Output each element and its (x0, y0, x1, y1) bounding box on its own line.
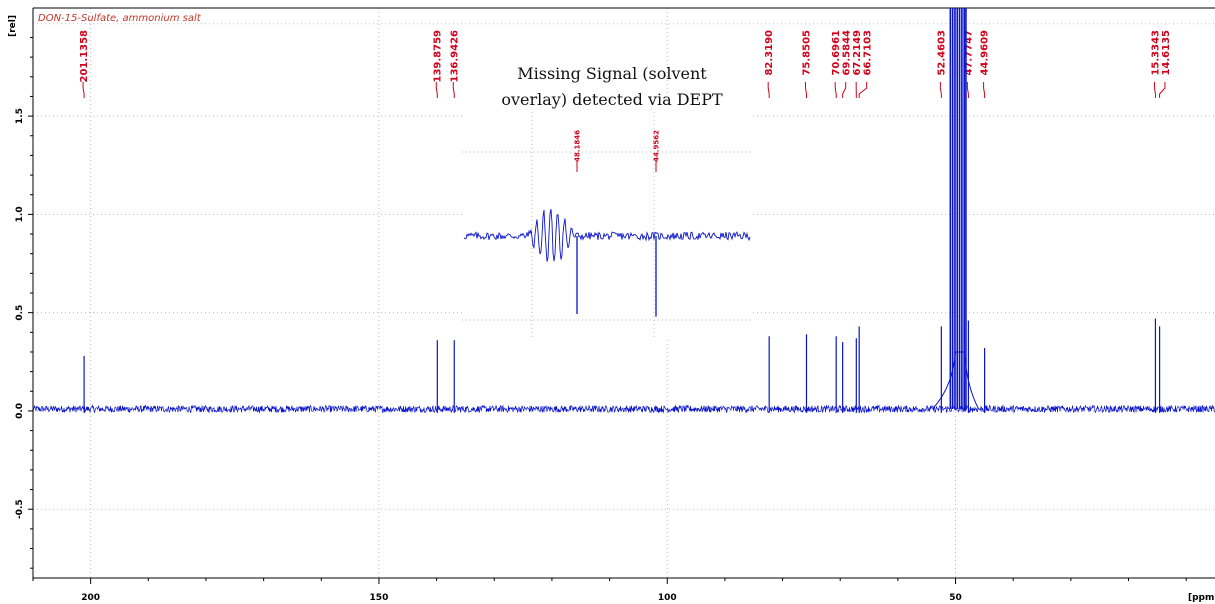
chart-title: DON-15-Sulfate, ammonium salt (38, 13, 202, 24)
x-tick-label: 100 (658, 593, 677, 603)
inset-background (462, 96, 752, 340)
peak-label-leader (966, 82, 969, 98)
peak-label-leader (82, 82, 85, 98)
inset-annotation-line: Missing Signal (solvent (517, 64, 707, 83)
peak-label-leader (834, 82, 837, 98)
peak-label-leader (435, 82, 438, 98)
y-tick-label: 1.0 (15, 206, 25, 222)
spectrum-series (32, 8, 1215, 414)
peak-label: 52.4603 (936, 30, 947, 76)
peak-labels: 201.1358 139.8759 136.9426 82.3190 75.8505 70… (79, 30, 1172, 98)
x-tick-label: 50 (949, 593, 962, 603)
y-tick-label: 0.5 (15, 305, 25, 321)
axes: 200 150 100 50 -0.5 0.0 0.5 1.0 1.5 (15, 7, 1215, 603)
y-tick-label: -0.5 (15, 499, 25, 519)
peak-label: 82.3190 (764, 30, 775, 76)
peak-label-leader (804, 82, 807, 98)
x-tick-label: 200 (81, 593, 100, 603)
peak-label: 15.3343 (1150, 30, 1161, 76)
peak-label-leader (983, 82, 986, 98)
peak-label-leader (1159, 82, 1166, 98)
peak-label-leader (452, 82, 455, 98)
y-axis-label: [rel] (8, 15, 18, 37)
x-tick-label: 150 (370, 593, 389, 603)
peak-label-leader (767, 82, 770, 98)
peak-label: 44.9609 (980, 30, 991, 76)
dept-inset: Missing Signal (solvent overlay) detected… (462, 64, 752, 340)
y-tick-label: 1.5 (15, 108, 25, 124)
peak-label: 66.7103 (863, 30, 874, 76)
peak-label: 139.8759 (432, 30, 443, 83)
peak-label-leader (858, 82, 868, 98)
peak-label-leader (842, 82, 847, 98)
peak-label: 67.2149 (852, 30, 863, 76)
inset-peak-label: 48.1846 (574, 130, 582, 162)
peak-label-leader (1153, 82, 1156, 98)
inset-annotation-line: overlay) detected via DEPT (501, 90, 723, 109)
peak-label: 70.6961 (831, 30, 842, 76)
x-axis-label: [ppm] (1188, 593, 1215, 603)
inset-spectrum (463, 209, 751, 262)
peak-label-leader (939, 82, 942, 98)
peak-label: 14.6135 (1161, 30, 1172, 76)
peak-label: 201.1358 (79, 30, 90, 83)
peak-label: 47.7747 (963, 30, 974, 76)
inset-peak-label: 44.9562 (653, 130, 661, 162)
peak-label: 136.9426 (449, 30, 460, 83)
peak-label: 75.8505 (801, 30, 812, 76)
peak-label: 69.5844 (842, 30, 853, 76)
spectrum-baseline (32, 404, 1215, 414)
y-tick-label: 0.0 (15, 403, 25, 419)
